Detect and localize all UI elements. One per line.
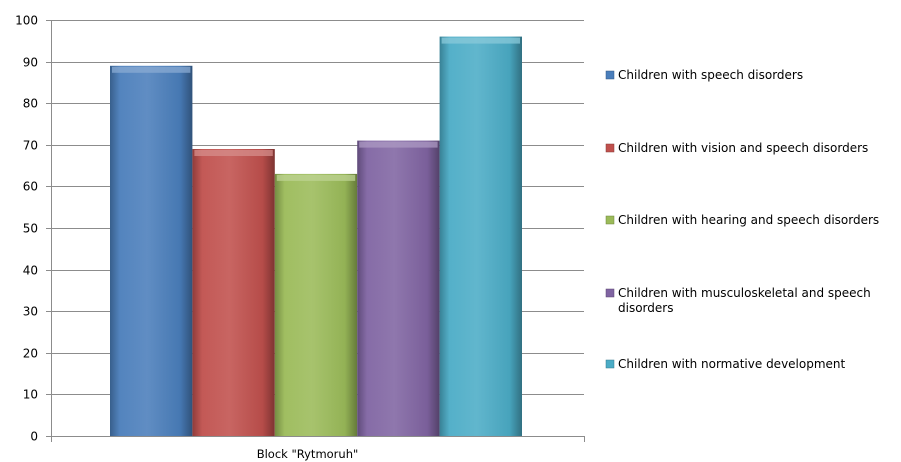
y-tick-label: 100 (15, 14, 38, 28)
legend: Children with speech disorders Children w… (605, 68, 879, 371)
legend-swatch-2 (605, 143, 615, 153)
legend-label-5: Children with normative development (618, 357, 846, 371)
y-tick-label: 20 (23, 347, 38, 361)
bar-series-3 (274, 173, 358, 436)
legend-swatch-5 (605, 359, 615, 369)
legend-swatch-4 (605, 288, 615, 298)
axes (46, 20, 585, 442)
y-tick-label: 0 (30, 430, 38, 444)
legend-swatch-3 (605, 215, 615, 225)
y-tick-label: 70 (23, 139, 38, 153)
bar-cap-1 (112, 66, 191, 73)
bar-cap-4 (359, 141, 438, 148)
bar-series-2 (192, 149, 275, 436)
legend-label-4: Children with musculoskeletal and speech… (618, 286, 871, 315)
bars (110, 36, 522, 437)
legend-label-3: Children with hearing and speech disorde… (618, 213, 879, 227)
y-tick-label: 80 (23, 97, 38, 111)
bar-cap-2 (194, 150, 273, 156)
legend-label-1: Children with speech disorders (618, 68, 803, 82)
y-tick-label: 90 (23, 56, 38, 70)
legend-label-2: Children with vision and speech disorder… (618, 141, 868, 155)
y-tick-label: 60 (23, 180, 38, 194)
bar-series-1 (110, 65, 193, 437)
x-category-label: Block "Rytmoruh" (257, 447, 359, 461)
labels: 0 10 20 30 40 50 60 70 80 90 100 Block "Rytmoruh" (15, 14, 358, 462)
y-tick-label: 30 (23, 305, 38, 319)
bar-series-5 (439, 36, 522, 436)
legend-swatch-1 (605, 70, 615, 80)
y-tick-label: 10 (23, 388, 38, 402)
y-tick-label: 50 (23, 222, 38, 236)
y-tick-label: 40 (23, 264, 38, 278)
bar-cap-3 (276, 174, 356, 181)
bar-cap-5 (441, 37, 520, 44)
bar-series-4 (357, 140, 440, 436)
